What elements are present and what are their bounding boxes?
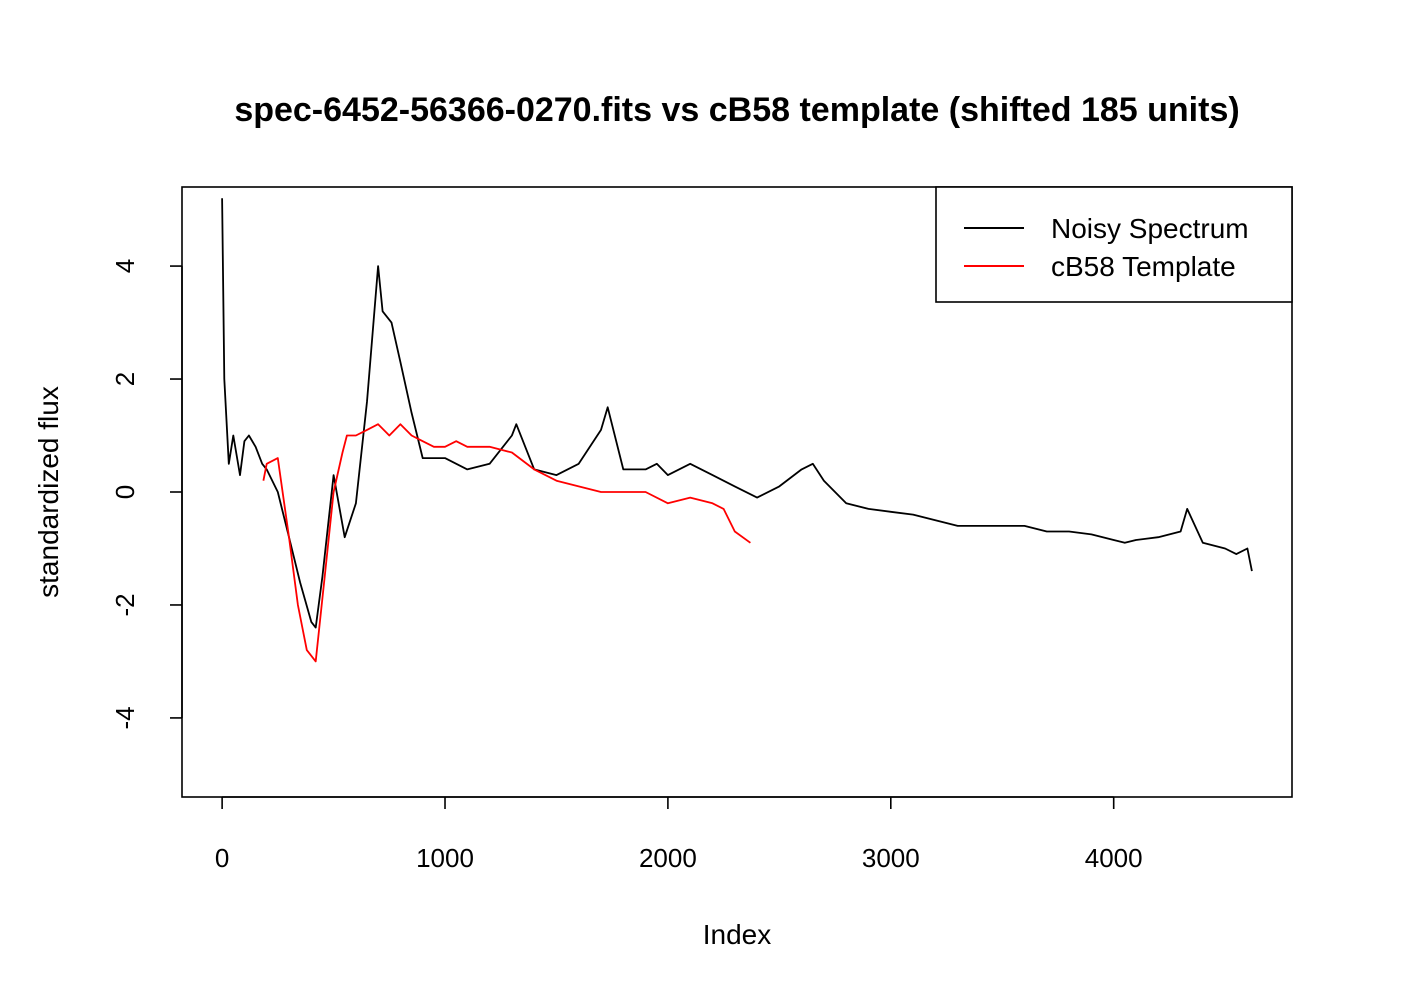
legend: Noisy Spectrum cB58 Template bbox=[935, 186, 1293, 303]
x-tick-label: 1000 bbox=[416, 843, 474, 873]
series-line-cb58-template bbox=[262, 423, 751, 663]
x-tick-label: 0 bbox=[215, 843, 229, 873]
x-axis: 0 1000 2000 3000 4000 bbox=[215, 796, 1143, 873]
legend-label-noisy-spectrum: Noisy Spectrum bbox=[1051, 213, 1249, 244]
y-tick-label: 0 bbox=[110, 485, 140, 499]
x-tick-label: 3000 bbox=[862, 843, 920, 873]
y-tick-label: 4 bbox=[110, 259, 140, 273]
y-axis-label: standardized flux bbox=[33, 386, 64, 598]
x-axis-label: Index bbox=[703, 919, 772, 950]
series-line-noisy-spectrum bbox=[221, 198, 1253, 629]
legend-label-cb58-template: cB58 Template bbox=[1051, 251, 1236, 282]
legend-box bbox=[935, 186, 1293, 303]
y-axis: -4 -2 0 2 4 bbox=[110, 259, 183, 729]
y-tick-label: -2 bbox=[110, 593, 140, 616]
chart-title: spec-6452-56366-0270.fits vs cB58 templa… bbox=[234, 91, 1239, 129]
x-tick-label: 2000 bbox=[639, 843, 697, 873]
y-tick-label: -4 bbox=[110, 706, 140, 729]
y-tick-label: 2 bbox=[110, 372, 140, 386]
series-layer bbox=[221, 198, 1253, 663]
x-tick-label: 4000 bbox=[1085, 843, 1143, 873]
